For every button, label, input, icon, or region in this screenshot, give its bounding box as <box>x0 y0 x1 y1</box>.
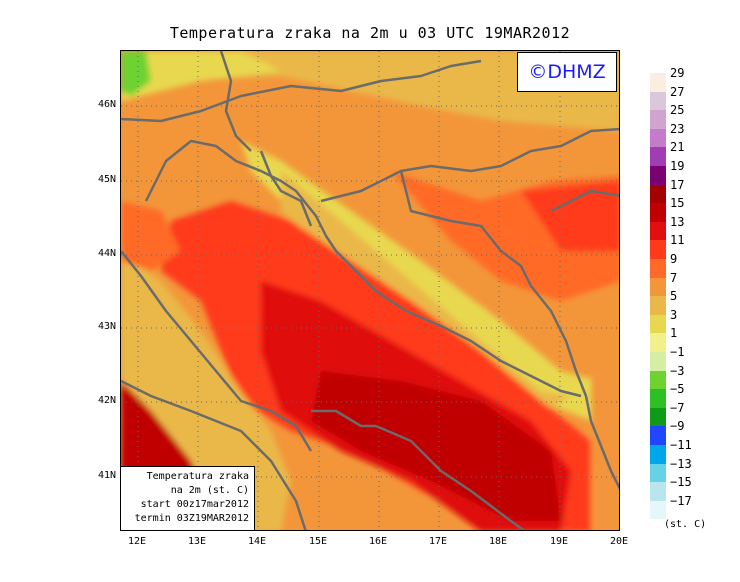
legend-swatch <box>650 296 666 315</box>
info-box: Temperatura zraka na 2m (st. C) start 00… <box>120 466 255 531</box>
legend-label: 25 <box>670 103 685 118</box>
info-line-1: Temperatura zraka <box>146 471 249 482</box>
legend-label: 13 <box>670 214 685 229</box>
legend-label: 15 <box>670 196 685 211</box>
legend-swatch <box>650 463 666 483</box>
legend-label: −1 <box>670 345 685 359</box>
info-line-2: na 2m (st. C) <box>170 485 249 496</box>
legend-label: −13 <box>670 456 692 471</box>
legend-label: 5 <box>670 289 678 304</box>
legend-label: −11 <box>670 438 692 452</box>
lat-label: 42N <box>97 395 116 406</box>
lon-label: 14E <box>247 536 267 547</box>
legend-label: −15 <box>670 475 692 490</box>
lat-label: 46N <box>97 99 116 110</box>
lon-label: 16E <box>368 536 388 547</box>
legend-swatch <box>650 91 666 111</box>
legend-swatch <box>650 203 666 222</box>
lon-label: 19E <box>549 536 569 547</box>
temperature-map <box>120 50 620 531</box>
info-line-3: start 00z17mar2012 <box>140 499 249 510</box>
lon-label: 15E <box>308 536 328 547</box>
legend-label: 11 <box>670 233 685 248</box>
legend-label: 17 <box>670 177 685 192</box>
legend-label: −5 <box>670 382 685 397</box>
map-title: Temperatura zraka na 2m u 03 UTC 19MAR20… <box>169 24 571 42</box>
legend-label: −3 <box>670 363 685 378</box>
legend-swatch <box>650 166 666 185</box>
legend-swatch <box>650 259 666 278</box>
legend-swatch <box>650 500 666 520</box>
dhmz-logo-box: ©DHMZ <box>517 52 617 92</box>
lat-label: 41N <box>97 470 116 481</box>
legend-swatch <box>650 147 666 166</box>
legend-swatch <box>650 110 666 129</box>
legend-swatch <box>650 314 666 334</box>
legend-swatch <box>650 277 666 297</box>
legend-label: −17 <box>670 493 692 508</box>
legend-swatch <box>650 352 666 371</box>
legend-swatch <box>650 426 666 445</box>
legend-swatch <box>650 389 666 408</box>
legend-label: 19 <box>670 159 685 173</box>
legend-label: 7 <box>670 270 678 285</box>
temperature-field <box>121 51 619 530</box>
legend-swatch <box>650 482 666 501</box>
lat-label: 44N <box>97 248 116 259</box>
lat-label: 43N <box>97 321 116 332</box>
legend-label: 1 <box>670 326 678 341</box>
legend-swatch <box>650 333 666 352</box>
legend-label: 29 <box>670 66 685 80</box>
legend-swatch <box>650 370 666 390</box>
legend-label: −7 <box>670 400 685 415</box>
legend-swatch <box>650 407 666 427</box>
lon-label: 12E <box>127 536 147 547</box>
legend-swatch <box>650 128 666 148</box>
legend-swatch <box>650 445 666 464</box>
info-line-4: termin 03Z19MAR2012 <box>134 513 249 524</box>
legend-label: −9 <box>670 419 685 434</box>
legend-unit: (st. C) <box>664 519 707 530</box>
legend-label: 21 <box>670 140 685 155</box>
lon-label: 13E <box>187 536 207 547</box>
lon-label: 20E <box>609 536 629 547</box>
legend-swatch <box>650 221 666 241</box>
legend-label: 23 <box>670 121 685 136</box>
lon-label: 18E <box>488 536 508 547</box>
legend-label: 27 <box>670 84 685 99</box>
legend-swatch <box>650 73 666 92</box>
lat-label: 45N <box>97 174 116 185</box>
legend-swatch <box>650 184 666 204</box>
lon-label: 17E <box>428 536 448 547</box>
legend-label: 3 <box>670 307 678 322</box>
legend-label: 9 <box>670 252 678 266</box>
legend-swatch <box>650 240 666 259</box>
